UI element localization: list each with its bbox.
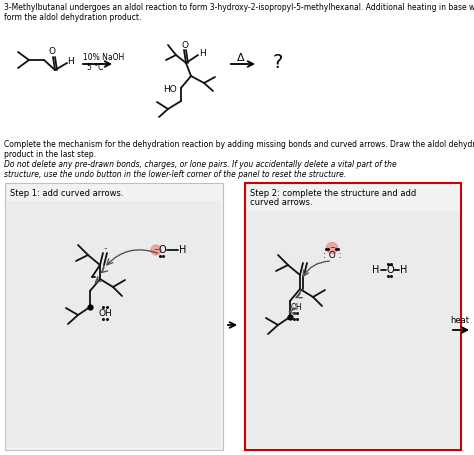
Text: H: H bbox=[401, 265, 408, 275]
Text: O: O bbox=[48, 47, 55, 56]
Text: ··: ·· bbox=[104, 246, 108, 252]
Text: −: − bbox=[153, 247, 159, 253]
Text: 3-Methylbutanal undergoes an aldol reaction to form 3-hydroxy-2-isopropyl-5-meth: 3-Methylbutanal undergoes an aldol react… bbox=[4, 3, 474, 12]
Text: Do not delete any pre-drawn bonds, charges, or lone pairs. If you accidentally d: Do not delete any pre-drawn bonds, charg… bbox=[4, 160, 397, 169]
Bar bbox=[247, 211, 459, 448]
Text: curved arrows.: curved arrows. bbox=[250, 198, 313, 207]
Text: product in the last step.: product in the last step. bbox=[4, 150, 99, 159]
Bar bbox=[245, 183, 461, 450]
Text: H: H bbox=[200, 49, 206, 57]
Text: : O :: : O : bbox=[323, 251, 341, 259]
Circle shape bbox=[151, 245, 161, 255]
Text: OH: OH bbox=[98, 308, 112, 318]
Text: Step 1: add curved arrows.: Step 1: add curved arrows. bbox=[10, 189, 124, 198]
Text: Δ: Δ bbox=[237, 53, 245, 63]
Text: heat: heat bbox=[450, 316, 470, 325]
Text: Complete the mechanism for the dehydration reaction by adding missing bonds and : Complete the mechanism for the dehydrati… bbox=[4, 140, 474, 149]
Text: −: − bbox=[329, 245, 335, 251]
Text: form the aldol dehydration product.: form the aldol dehydration product. bbox=[4, 13, 141, 22]
Text: Step 2: complete the structure and add: Step 2: complete the structure and add bbox=[250, 189, 416, 198]
Text: OH: OH bbox=[290, 303, 302, 312]
Bar bbox=[7, 201, 221, 448]
Text: O: O bbox=[386, 265, 394, 275]
Text: O: O bbox=[182, 40, 189, 50]
Bar bbox=[5, 183, 223, 450]
Text: 10% NaOH: 10% NaOH bbox=[83, 54, 124, 62]
Circle shape bbox=[327, 243, 337, 253]
Text: H: H bbox=[372, 265, 380, 275]
Text: H: H bbox=[68, 57, 74, 66]
Text: ?: ? bbox=[273, 54, 283, 72]
Text: O: O bbox=[158, 245, 166, 255]
Text: H: H bbox=[179, 245, 187, 255]
Text: HO: HO bbox=[163, 86, 177, 95]
Text: 5 °C: 5 °C bbox=[87, 62, 103, 71]
Text: structure, use the undo button in the lower-left corner of the panel to reset th: structure, use the undo button in the lo… bbox=[4, 170, 346, 179]
